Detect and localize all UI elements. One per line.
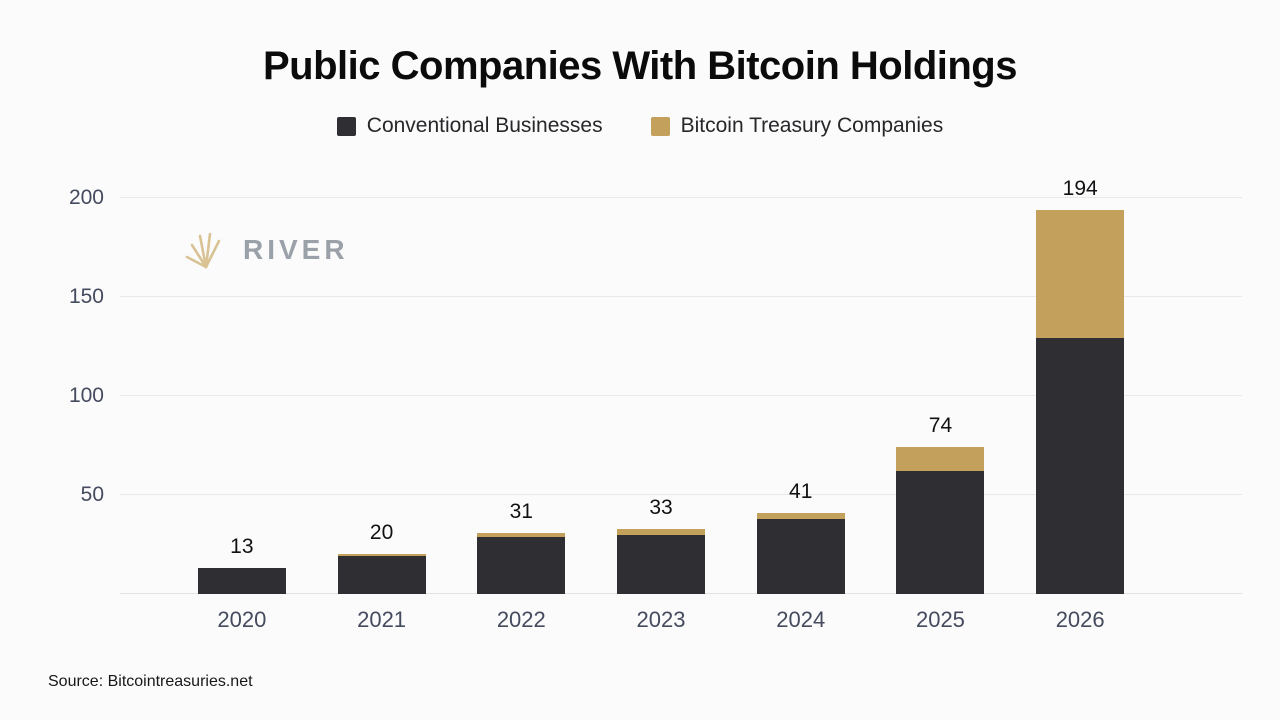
x-axis-label-2024: 2024 [776, 607, 826, 632]
bar-slot-2023: 33 2023 [591, 160, 731, 632]
x-axis-label-2026: 2026 [1055, 607, 1105, 632]
y-axis-tick-150: 150 [68, 284, 104, 308]
bar-segment-treasury-2021 [337, 554, 426, 557]
river-watermark-text: RIVER [243, 234, 349, 265]
gridline-y-50 [120, 493, 1242, 495]
bar-segment-treasury-2026 [1036, 209, 1125, 339]
bar-segment-conventional-2021 [337, 556, 426, 594]
legend-label-conventional: Conventional Businesses [366, 114, 603, 137]
bar-segment-treasury-2023 [617, 528, 706, 535]
bar-total-label-2023: 33 [649, 495, 673, 519]
bar-segment-conventional-2020 [197, 568, 286, 594]
bar-total-label-2026: 194 [1062, 176, 1098, 200]
bar-slot-2020: 13 2020 [172, 160, 312, 632]
legend-item-conventional: Conventional Businesses [336, 114, 603, 138]
x-axis-label-2021: 2021 [357, 607, 407, 632]
bar-total-label-2025: 74 [928, 414, 953, 438]
gridline-y-150 [120, 295, 1242, 297]
source-attribution: Source: Bitcointreasuries.net [48, 673, 253, 690]
x-axis-label-2023: 2023 [636, 607, 686, 632]
river-logo-icon [185, 232, 221, 269]
bar-segment-treasury-2024 [756, 512, 845, 519]
gridline-y-100 [120, 394, 1242, 396]
bar-segment-treasury-2025 [896, 447, 985, 472]
bar-total-label-2024: 41 [789, 479, 813, 503]
x-axis-label-2020: 2020 [217, 607, 267, 632]
bar-slot-2022: 31 2022 [451, 160, 591, 632]
legend-label-treasury: Bitcoin Treasury Companies [680, 114, 944, 137]
bar-segment-conventional-2025 [896, 471, 985, 594]
bar-slot-2021: 20 2021 [312, 160, 452, 632]
bar-total-label-2020: 13 [230, 535, 254, 559]
bar-slot-2024: 41 2024 [731, 160, 871, 632]
bar-segment-treasury-2022 [477, 532, 566, 537]
legend-item-treasury: Bitcoin Treasury Companies [650, 114, 944, 138]
plot-area: 50 100 150 200 13 2020 20 2021 31 2022 33 2023 41 20… [69, 160, 1242, 632]
legend-swatch-conventional [336, 116, 356, 136]
bar-segment-conventional-2026 [1036, 338, 1125, 594]
river-watermark: RIVER [183, 231, 349, 269]
y-axis-tick-50: 50 [80, 482, 104, 506]
chart-title: Public Companies With Bitcoin Holdings [263, 44, 1018, 88]
legend-swatch-treasury [650, 116, 670, 136]
x-axis-label-2022: 2022 [496, 607, 546, 632]
bar-segment-conventional-2022 [477, 536, 566, 594]
legend: Conventional Businesses Bitcoin Treasury… [0, 114, 1280, 138]
bar-total-label-2022: 31 [509, 499, 533, 523]
gridline-y-200 [120, 196, 1242, 198]
bar-segment-conventional-2024 [756, 518, 845, 594]
x-axis-label-2025: 2025 [915, 607, 965, 632]
bar-total-label-2021: 20 [369, 521, 394, 545]
bar-slot-2026: 194 2026 [1010, 160, 1150, 632]
bars-layer: 13 2020 20 2021 31 2022 33 2023 41 2024 74 2025 194 2… [120, 160, 1242, 632]
y-axis-tick-100: 100 [68, 383, 104, 407]
y-axis-tick-200: 200 [68, 185, 104, 209]
bar-segment-conventional-2023 [617, 534, 706, 594]
bar-slot-2025: 74 2025 [871, 160, 1011, 632]
